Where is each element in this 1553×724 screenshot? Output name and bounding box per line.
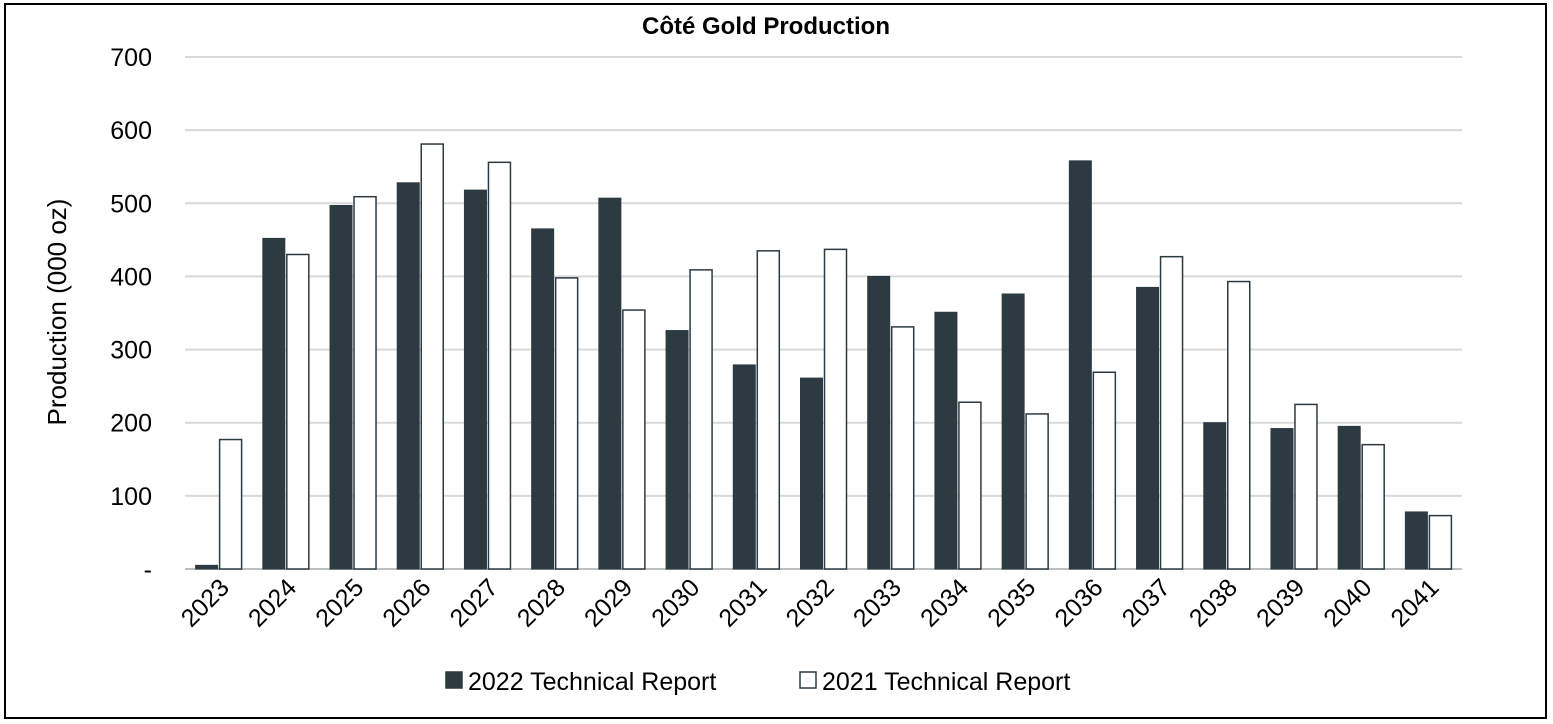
y-tick-label: 600 (110, 117, 152, 145)
x-tick-label: 2032 (781, 573, 840, 632)
bar-2022-2025 (329, 204, 353, 570)
bar-2022-2036 (1068, 160, 1092, 570)
legend-label: 2022 Technical Report (468, 668, 716, 696)
bar-2022-2034 (934, 311, 958, 570)
bar-2021-2030 (689, 269, 713, 570)
bar-2022-2024 (262, 237, 286, 570)
x-tick-label: 2024 (243, 573, 302, 632)
bar-2021-2024 (286, 253, 310, 570)
bar-2021-2029 (622, 309, 646, 570)
x-tick-label: 2026 (377, 573, 436, 632)
bar-2022-2037 (1136, 286, 1160, 570)
legend: 2022 Technical Report 2021 Technical Repo… (445, 668, 1070, 696)
x-tick-label: 2023 (176, 573, 235, 632)
legend-swatch (799, 671, 817, 689)
x-tick-label: 2038 (1184, 573, 1243, 632)
x-tick-label: 2029 (579, 573, 638, 632)
x-tick-label: 2035 (982, 573, 1041, 632)
bar-2022-2031 (732, 364, 756, 570)
x-tick-label: 2028 (512, 573, 571, 632)
x-tick-label: 2036 (1049, 573, 1108, 632)
x-tick-label: 2040 (1318, 573, 1377, 632)
y-tick-label: - (144, 556, 152, 584)
x-tick-label: 2034 (915, 573, 974, 632)
bar-2021-2034 (958, 401, 982, 570)
bar-2022-2039 (1270, 428, 1294, 570)
x-axis-ticks: 2023 2024 2025 2026 2027 2028 2029 2030 2031 2032… (176, 573, 1445, 632)
bar-2022-2035 (1001, 293, 1025, 570)
y-tick-label: 200 (110, 410, 152, 438)
x-tick-label: 2039 (1251, 573, 1310, 632)
x-tick-label: 2030 (646, 573, 705, 632)
bar-2022-2023 (195, 564, 219, 570)
bar-2022-2033 (867, 275, 891, 570)
y-axis-ticks: - 100 200 300 400 500 600 700 (110, 44, 152, 584)
bar-2021-2035 (1025, 413, 1049, 570)
y-tick-label: 100 (110, 483, 152, 511)
bar-2021-2037 (1159, 255, 1184, 570)
bar-2022-2038 (1203, 422, 1227, 570)
bar-2021-2036 (1092, 371, 1117, 570)
x-tick-label: 2027 (445, 573, 504, 632)
bar-2021-2040 (1361, 443, 1385, 570)
y-tick-label: 500 (110, 190, 152, 218)
y-tick-label: 300 (110, 337, 152, 365)
bar-2021-2025 (353, 195, 377, 570)
bar-2022-2027 (463, 189, 487, 570)
bar-2021-2027 (487, 161, 512, 570)
legend-swatch (445, 671, 463, 689)
x-tick-label: 2031 (713, 573, 772, 632)
bar-2021-2038 (1227, 280, 1251, 570)
bar-2021-2041 (1428, 514, 1453, 570)
x-tick-label: 2025 (310, 573, 369, 632)
y-tick-label: 400 (110, 263, 152, 291)
y-tick-label: 700 (110, 44, 152, 72)
x-tick-label: 2041 (1386, 573, 1445, 632)
x-tick-label: 2033 (848, 573, 907, 632)
bar-2021-2032 (823, 248, 848, 570)
bar-2022-2041 (1404, 511, 1428, 570)
bar-2021-2033 (890, 326, 915, 570)
bar-2022-2032 (800, 377, 823, 570)
bar-2022-2028 (531, 228, 555, 570)
chart-title: Côté Gold Production (642, 13, 890, 40)
bars (195, 143, 1453, 570)
bar-2022-2029 (598, 197, 622, 570)
bar-2021-2039 (1294, 403, 1318, 570)
bar-2021-2028 (554, 277, 579, 570)
bar-2021-2031 (756, 250, 781, 570)
bar-2022-2026 (396, 182, 420, 570)
x-tick-label: 2037 (1117, 573, 1176, 632)
legend-label: 2021 Technical Report (822, 668, 1070, 696)
bar-2022-2040 (1337, 425, 1361, 570)
bar-2021-2026 (420, 143, 444, 570)
bar-2022-2030 (665, 330, 689, 570)
bar-2021-2023 (218, 438, 243, 570)
y-axis-label: Production (000 oz) (42, 199, 72, 426)
